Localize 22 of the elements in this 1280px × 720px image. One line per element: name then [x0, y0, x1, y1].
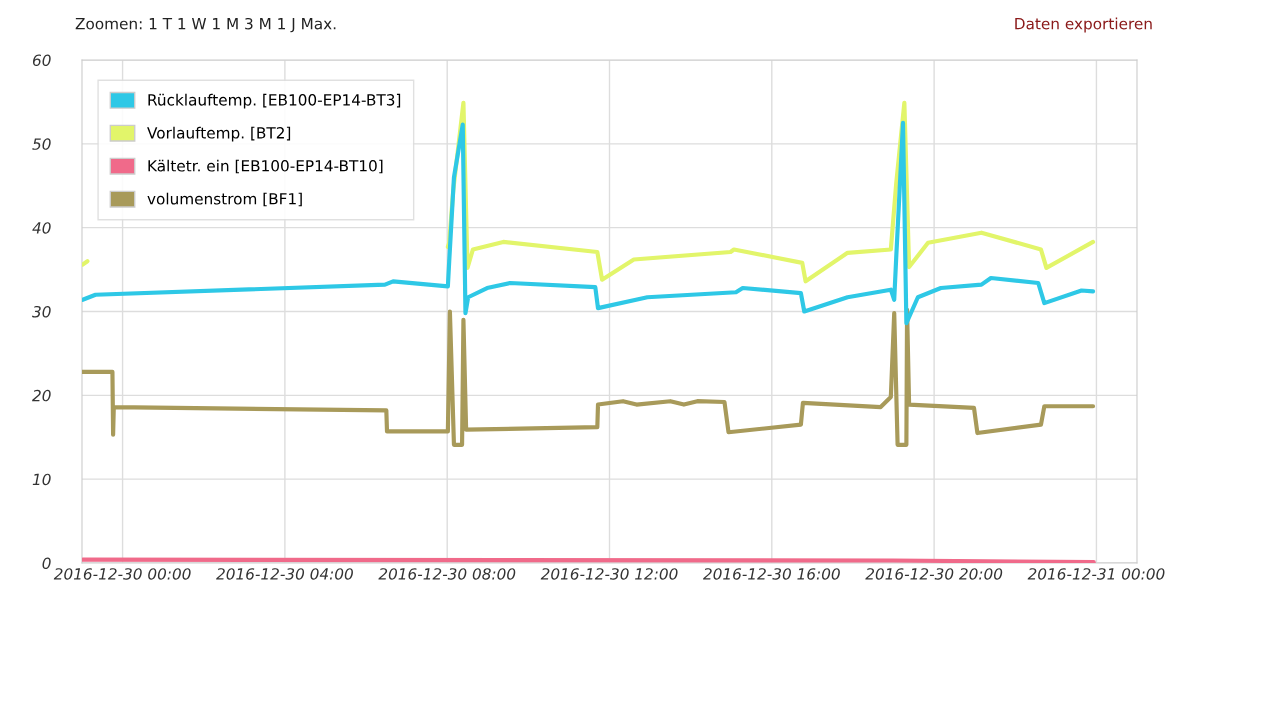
x-tick-label: 2016-12-30 00:00 — [53, 568, 191, 580]
x-tick-label: 2016-12-30 16:00 — [703, 568, 840, 580]
y-tick-label: 10 — [32, 473, 51, 486]
legend-label: volumenstrom [BF1] — [147, 192, 302, 207]
legend-label: Kältetr. ein [EB100-EP14-BT10] — [148, 159, 383, 174]
legend-label: Rücklauftemp. [EB100-EP14-BT3] — [148, 93, 401, 109]
text: Zoomen: 1 T 1 W 1 M 3 M 1 J Max. — [75, 17, 336, 33]
line-series — [82, 307, 1096, 447]
x-tick-label: 2016-12-30 12:00 — [540, 568, 678, 580]
y-tick-label: 30 — [32, 305, 51, 318]
y-tick-label: 50 — [32, 138, 51, 150]
line-series — [82, 120, 1096, 326]
y-tick-label: 40 — [32, 222, 51, 234]
x-tick-label: 2016-12-30 08:00 — [378, 568, 516, 580]
y-tick-label: 60 — [32, 54, 51, 67]
x-tick-label: 2016-12-31 00:00 — [1027, 568, 1165, 580]
x-tick-label: 2016-12-30 04:00 — [216, 568, 353, 580]
y-tick-label: 20 — [32, 389, 51, 402]
legend-label: Vorlauftemp. [BT2] — [147, 126, 291, 142]
text: Daten exportieren — [1015, 17, 1152, 33]
x-tick-label: 2016-12-30 20:00 — [865, 568, 1003, 580]
y-tick-label: 0 — [42, 557, 51, 570]
